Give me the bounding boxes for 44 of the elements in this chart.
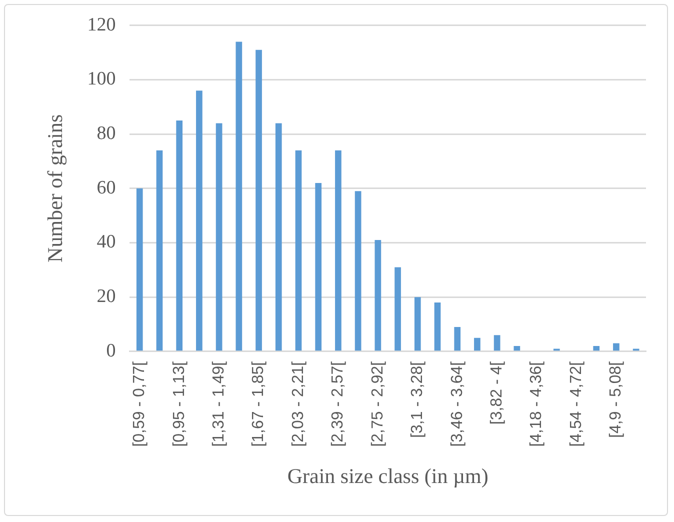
bar [494, 335, 500, 351]
x-tick-label: [3,1 - 3,28[ [409, 360, 426, 438]
y-tick-label: 120 [87, 14, 116, 36]
x-tick-label: [1,67 - 1,85[ [250, 360, 268, 447]
bar [176, 120, 183, 351]
y-axis-title: Number of grains [43, 114, 68, 262]
bar [394, 267, 401, 351]
x-tick-label: [4,9 - 5,08[ [608, 360, 625, 438]
bar [136, 188, 143, 351]
x-tick-label: [4,54 - 4,72[ [568, 360, 585, 447]
bar [236, 42, 242, 351]
y-tick-label: 0 [106, 340, 116, 362]
bar [335, 150, 342, 351]
x-tick-label: [2,39 - 2,57[ [330, 360, 347, 447]
bar [256, 50, 262, 351]
bar [196, 90, 202, 351]
bar [295, 150, 302, 351]
bar [434, 302, 441, 351]
bar [354, 191, 362, 351]
bar [414, 297, 421, 351]
bar [593, 346, 600, 351]
y-tick-label: 20 [96, 286, 116, 308]
y-tick-label: 100 [87, 68, 116, 90]
bar [374, 240, 382, 351]
bar [216, 123, 222, 351]
bar [514, 346, 520, 351]
bar [315, 182, 322, 351]
x-tick-label: [2,75 - 2,92[ [369, 360, 386, 447]
y-tick-label: 80 [96, 123, 116, 144]
y-tick-label: 60 [96, 177, 116, 198]
bar [454, 326, 461, 351]
x-tick-label: [3,82 - 4[ [488, 360, 506, 425]
x-tick-label: [2,03 - 2,21[ [290, 360, 307, 447]
bar [156, 150, 163, 351]
bar [474, 338, 480, 351]
x-tick-label: [3,46 - 3,64[ [448, 360, 466, 447]
y-tick-label: 40 [96, 232, 116, 253]
bar [613, 343, 620, 351]
x-tick-label: [0,95 - 1,13[ [170, 360, 188, 447]
x-tick-label: [4,18 - 4,36[ [528, 360, 546, 447]
bar [275, 123, 282, 351]
x-axis-title: Grain size class (in µm) [287, 464, 488, 488]
x-tick-label: [1,31 - 1,49[ [210, 360, 228, 447]
x-tick-label: [0,59 - 0,77[ [131, 360, 148, 447]
